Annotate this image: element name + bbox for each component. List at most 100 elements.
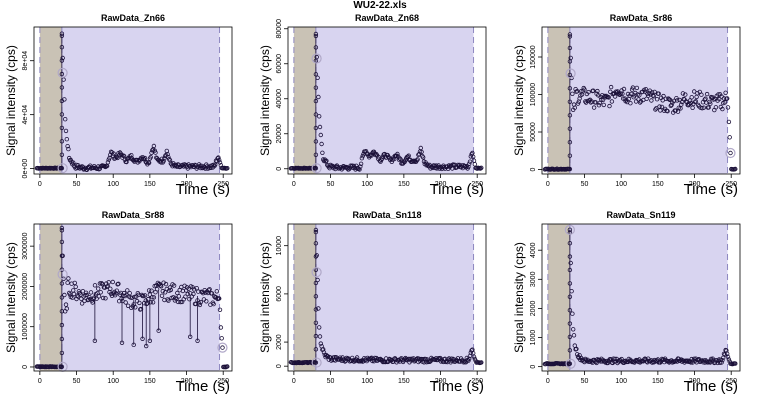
data-point xyxy=(574,346,579,352)
data-point xyxy=(472,162,478,167)
data-point xyxy=(68,157,73,163)
data-point xyxy=(207,287,212,292)
data-point xyxy=(418,145,423,151)
data-point xyxy=(84,292,90,298)
data-point xyxy=(357,167,362,172)
data-point xyxy=(571,327,576,332)
data-point xyxy=(216,155,221,160)
data-point xyxy=(568,260,573,266)
y-tick-label: 4000 xyxy=(530,242,537,258)
data-point xyxy=(427,359,432,364)
data-point xyxy=(163,281,169,287)
y-axis: 0 1000000 2000000 3000000 Signal intensity (… xyxy=(4,232,34,369)
data-point xyxy=(471,154,476,159)
data-point xyxy=(142,293,148,298)
background-window xyxy=(293,224,316,371)
data-point xyxy=(96,294,102,299)
data-point xyxy=(591,88,596,93)
y-tick-label: 1000000 xyxy=(22,313,29,340)
x-tick-label: 50 xyxy=(327,378,335,385)
y-tick-label: 3000000 xyxy=(22,232,29,259)
data-point xyxy=(726,119,732,125)
peak-edge xyxy=(567,227,573,366)
data-point xyxy=(95,286,101,291)
data-point xyxy=(467,159,473,164)
y-tick-label: 6000 xyxy=(276,286,283,302)
data-point xyxy=(183,294,188,299)
data-point xyxy=(296,360,301,365)
data-point xyxy=(197,302,203,308)
x-tick-label: 150 xyxy=(652,181,664,188)
y-tick-label: 4e+04 xyxy=(22,105,29,125)
data-point xyxy=(650,93,656,98)
x-tick-label: 0 xyxy=(38,378,42,385)
data-point xyxy=(148,300,153,305)
data-point xyxy=(414,158,419,163)
x-tick-label: 200 xyxy=(689,378,701,385)
data-points xyxy=(34,33,230,172)
data-point xyxy=(225,165,230,171)
x-tick-label: 50 xyxy=(73,378,81,385)
data-point xyxy=(360,153,365,159)
data-points xyxy=(288,33,484,172)
data-point xyxy=(206,287,211,293)
dip-point xyxy=(119,340,125,346)
x-tick-label: 100 xyxy=(615,378,627,385)
x-tick-label: 150 xyxy=(144,378,156,385)
x-tick-label: 200 xyxy=(181,181,193,188)
data-point xyxy=(166,156,172,162)
data-point xyxy=(649,98,654,103)
y-tick-label: 2000000 xyxy=(22,273,29,300)
data-point xyxy=(161,158,166,164)
highlight-point xyxy=(311,163,322,174)
y-tick-label: 8e+04 xyxy=(22,51,29,71)
data-point xyxy=(62,116,68,122)
dip-point xyxy=(140,336,145,341)
y-tick-label: 2000 xyxy=(530,301,537,317)
data-point xyxy=(165,152,170,157)
data-point xyxy=(132,294,137,300)
panel-title: RawData_Zn66 xyxy=(101,13,165,23)
data-point xyxy=(317,334,323,339)
data-point xyxy=(593,100,598,105)
x-tick-label: 100 xyxy=(361,378,373,385)
background-window xyxy=(547,27,570,174)
data-points xyxy=(542,34,738,172)
data-point xyxy=(686,359,691,364)
peak-edge xyxy=(59,225,65,369)
data-point xyxy=(572,105,577,110)
data-point xyxy=(225,364,230,369)
data-point xyxy=(695,90,700,96)
data-point xyxy=(577,96,582,101)
data-point xyxy=(661,93,666,99)
y-tick-label: 2000 xyxy=(276,334,283,350)
data-point xyxy=(219,336,224,341)
data-point xyxy=(686,102,691,108)
data-point xyxy=(91,295,97,300)
data-point xyxy=(214,289,219,294)
data-point xyxy=(66,146,71,152)
data-point xyxy=(350,355,355,361)
data-point xyxy=(316,306,321,311)
data-points xyxy=(288,229,484,366)
data-point xyxy=(150,148,155,153)
data-point xyxy=(570,311,575,316)
data-point xyxy=(358,164,363,169)
data-point xyxy=(324,158,329,163)
data-point xyxy=(150,300,156,305)
data-point xyxy=(397,156,402,161)
y-tick-label: 0 xyxy=(530,365,537,369)
data-point xyxy=(359,155,365,161)
plot-frame xyxy=(541,26,741,175)
data-point xyxy=(83,290,89,295)
x-tick-label: 0 xyxy=(546,378,550,385)
y-axis-label: Signal intensity (cps) xyxy=(4,45,18,156)
data-point xyxy=(596,102,602,108)
data-point xyxy=(218,325,224,330)
data-point xyxy=(673,108,678,113)
data-point xyxy=(586,89,591,95)
data-point xyxy=(612,94,618,99)
background-window xyxy=(39,27,62,174)
